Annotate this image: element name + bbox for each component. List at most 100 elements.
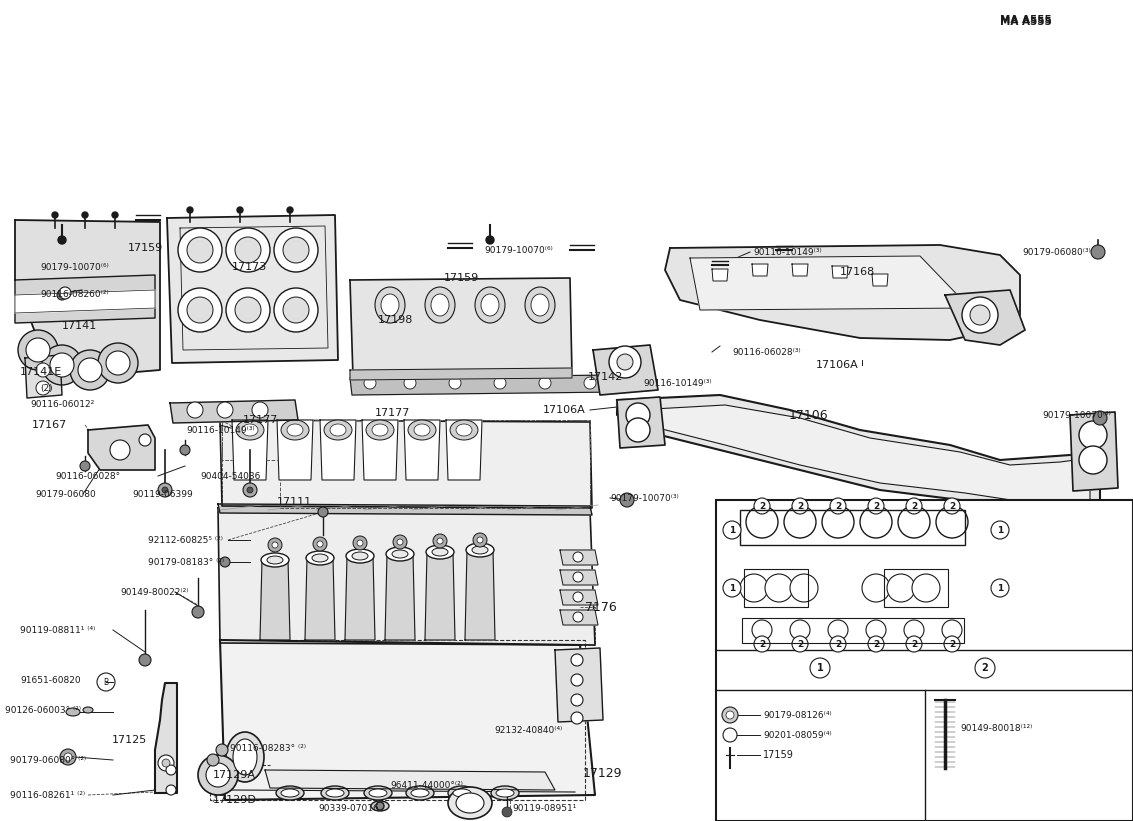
Ellipse shape <box>287 424 303 436</box>
Circle shape <box>287 207 293 213</box>
Text: 96411-44000°⁽²⁾: 96411-44000°⁽²⁾ <box>390 781 463 790</box>
Circle shape <box>57 290 67 300</box>
Circle shape <box>397 539 403 545</box>
Polygon shape <box>404 420 440 480</box>
Circle shape <box>620 493 634 507</box>
Text: 90126-06003° ⁽²⁾: 90126-06003° ⁽²⁾ <box>5 705 80 714</box>
Text: 1: 1 <box>729 584 735 593</box>
Ellipse shape <box>346 549 374 563</box>
Ellipse shape <box>321 786 349 800</box>
Polygon shape <box>218 504 593 515</box>
Text: 17168: 17168 <box>840 267 876 277</box>
Circle shape <box>110 440 130 460</box>
Circle shape <box>962 297 998 333</box>
Text: 17159: 17159 <box>444 273 479 283</box>
Ellipse shape <box>372 424 387 436</box>
Polygon shape <box>259 560 290 640</box>
Circle shape <box>904 620 925 640</box>
Circle shape <box>167 765 176 775</box>
Ellipse shape <box>426 545 454 559</box>
Polygon shape <box>363 420 398 480</box>
Polygon shape <box>945 290 1025 345</box>
Ellipse shape <box>306 551 334 565</box>
Circle shape <box>866 620 886 640</box>
Text: 90119-06399: 90119-06399 <box>133 489 193 498</box>
Polygon shape <box>15 275 155 323</box>
Polygon shape <box>752 264 768 276</box>
Circle shape <box>357 540 363 546</box>
Text: 90116-10149⁽³⁾: 90116-10149⁽³⁾ <box>753 247 821 256</box>
Circle shape <box>627 418 650 442</box>
Text: 17106A: 17106A <box>816 360 859 370</box>
Circle shape <box>433 534 448 548</box>
Circle shape <box>82 212 88 218</box>
Bar <box>740 510 965 545</box>
Text: 2: 2 <box>872 640 879 649</box>
Circle shape <box>573 552 583 562</box>
Ellipse shape <box>281 789 299 797</box>
Circle shape <box>571 694 583 706</box>
Circle shape <box>393 535 407 549</box>
Circle shape <box>313 537 327 551</box>
Ellipse shape <box>431 294 449 316</box>
Circle shape <box>52 212 58 218</box>
Polygon shape <box>155 683 177 793</box>
Ellipse shape <box>448 787 492 819</box>
Text: 17177: 17177 <box>375 408 410 418</box>
Circle shape <box>187 402 203 418</box>
Circle shape <box>283 297 309 323</box>
Circle shape <box>247 487 253 493</box>
Ellipse shape <box>381 294 399 316</box>
Circle shape <box>723 579 741 597</box>
Text: 90179-06080⁽³⁾: 90179-06080⁽³⁾ <box>1022 247 1091 256</box>
Circle shape <box>610 346 641 378</box>
Circle shape <box>472 533 487 547</box>
Text: 90119-08811¹ ⁽⁴⁾: 90119-08811¹ ⁽⁴⁾ <box>20 626 95 635</box>
Polygon shape <box>170 400 298 423</box>
Circle shape <box>216 744 228 756</box>
Text: 17125: 17125 <box>112 735 147 745</box>
Circle shape <box>167 785 176 795</box>
Circle shape <box>583 377 596 389</box>
Circle shape <box>252 402 269 418</box>
Text: 90179-08183° ⁽²⁾: 90179-08183° ⁽²⁾ <box>148 557 224 566</box>
Text: 17177: 17177 <box>242 415 279 425</box>
Ellipse shape <box>267 556 283 564</box>
Circle shape <box>494 377 506 389</box>
Ellipse shape <box>312 554 327 562</box>
Circle shape <box>36 381 50 395</box>
Polygon shape <box>350 375 617 395</box>
Polygon shape <box>690 256 970 310</box>
Circle shape <box>404 377 416 389</box>
Circle shape <box>944 498 960 514</box>
Circle shape <box>220 557 230 567</box>
Polygon shape <box>1070 412 1118 491</box>
Text: 90179-08126⁽⁴⁾: 90179-08126⁽⁴⁾ <box>763 710 832 719</box>
Ellipse shape <box>448 786 476 800</box>
Polygon shape <box>665 245 1020 340</box>
Text: 17106A: 17106A <box>543 405 586 415</box>
Ellipse shape <box>455 793 484 813</box>
Text: 2: 2 <box>835 502 841 511</box>
Circle shape <box>991 579 1010 597</box>
Ellipse shape <box>392 550 408 558</box>
Polygon shape <box>465 550 495 640</box>
Circle shape <box>139 434 151 446</box>
Circle shape <box>157 483 172 497</box>
Circle shape <box>1091 245 1105 259</box>
Ellipse shape <box>233 739 257 775</box>
Polygon shape <box>560 590 598 605</box>
Ellipse shape <box>472 546 488 554</box>
Circle shape <box>860 506 892 538</box>
Polygon shape <box>792 264 808 276</box>
Text: 90404-54036: 90404-54036 <box>201 471 261 480</box>
Circle shape <box>573 572 583 582</box>
Circle shape <box>740 574 768 602</box>
Bar <box>716 500 1133 821</box>
Circle shape <box>187 207 193 213</box>
Text: 90179-06080° ⁽²⁾: 90179-06080° ⁽²⁾ <box>10 755 86 764</box>
Text: 2: 2 <box>948 502 955 511</box>
Circle shape <box>50 353 74 377</box>
Circle shape <box>765 574 793 602</box>
Circle shape <box>912 574 940 602</box>
